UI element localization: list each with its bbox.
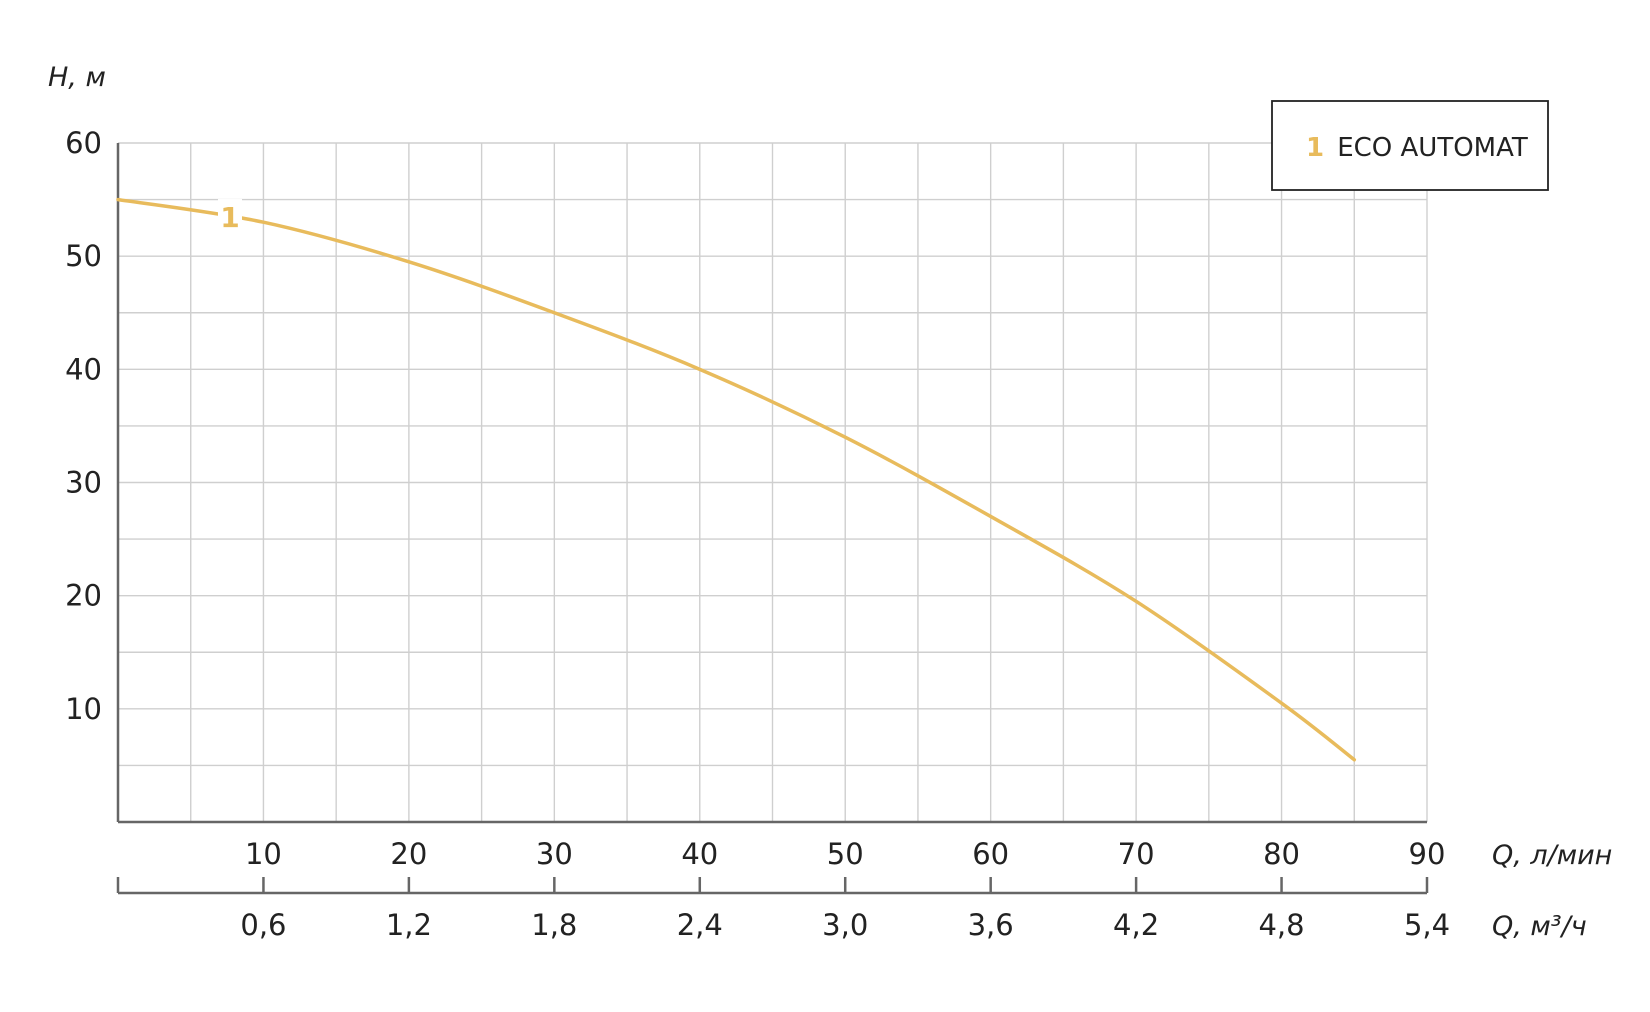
x2-tick-labels: 0,6 1,2 1,8 2,4 3,0 3,6 4,2 4,8 5,4 xyxy=(240,908,1450,942)
legend-series-number: 1 xyxy=(1306,133,1324,163)
y-tick-label: 20 xyxy=(65,579,102,613)
y-tick-label: 30 xyxy=(65,466,102,500)
y-tick-label: 40 xyxy=(65,352,102,386)
grid xyxy=(118,142,1428,822)
curve-number-label: 1 xyxy=(220,201,239,234)
x2-tick-label: 0,6 xyxy=(240,908,286,942)
x-tick-label: 10 xyxy=(245,837,282,871)
y-tick-labels: 10 20 30 40 50 60 xyxy=(65,126,102,726)
x-tick-label: 50 xyxy=(827,837,864,871)
y-tick-label: 10 xyxy=(65,692,102,726)
x2-axis-title: Q, м³/ч xyxy=(1492,911,1587,942)
legend: 1 ECO AUTOMAT xyxy=(1271,100,1549,191)
x-tick-label: 70 xyxy=(1118,837,1155,871)
y-tick-label: 60 xyxy=(65,126,102,160)
x-tick-label: 60 xyxy=(972,837,1009,871)
x2-tick-label: 4,2 xyxy=(1113,908,1159,942)
x-tick-label: 40 xyxy=(681,837,718,871)
x-tick-label: 20 xyxy=(390,837,427,871)
x2-tick-label: 1,2 xyxy=(386,908,432,942)
axes xyxy=(116,143,1427,895)
x-axis-title: Q, л/мин xyxy=(1492,840,1612,871)
x-tick-labels: 10 20 30 40 50 60 70 80 90 xyxy=(245,837,1445,871)
x2-tick-label: 4,8 xyxy=(1258,908,1304,942)
y-tick-label: 50 xyxy=(65,239,102,273)
x-tick-label: 90 xyxy=(1409,837,1446,871)
y-axis-title: H, м xyxy=(48,62,106,93)
x2-tick-label: 3,0 xyxy=(822,908,868,942)
curve-label-background xyxy=(217,199,242,234)
legend-box xyxy=(1271,100,1549,191)
x-tick-label: 80 xyxy=(1263,837,1300,871)
x2-tick-label: 1,8 xyxy=(531,908,577,942)
x2-tick-label: 3,6 xyxy=(968,908,1014,942)
x2-tick-label: 5,4 xyxy=(1404,908,1450,942)
x2-tick-marks xyxy=(116,877,1429,893)
legend-entry: 1 ECO AUTOMAT xyxy=(1306,133,1528,163)
legend-series-name: ECO AUTOMAT xyxy=(1337,133,1528,163)
x-tick-label: 30 xyxy=(536,837,573,871)
series-line-eco-automat xyxy=(116,197,1357,762)
x2-tick-label: 2,4 xyxy=(677,908,723,942)
series-layer: 1 xyxy=(116,197,1357,762)
